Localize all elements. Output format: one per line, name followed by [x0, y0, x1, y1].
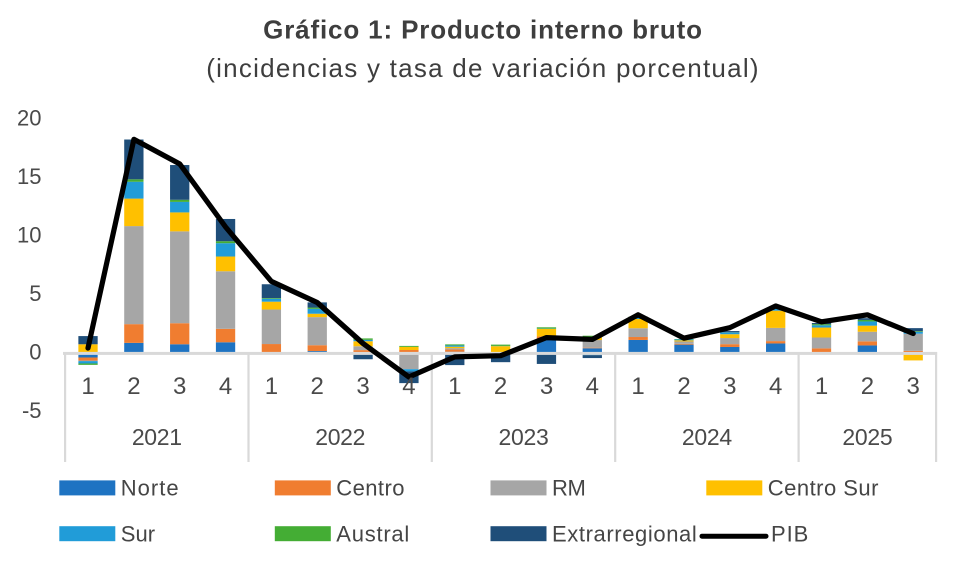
svg-text:Austral: Austral — [336, 521, 410, 546]
svg-text:RM: RM — [552, 476, 585, 501]
svg-text:Sur: Sur — [121, 521, 155, 546]
svg-text:Centro Sur: Centro Sur — [768, 476, 879, 501]
svg-text:3: 3 — [907, 373, 920, 400]
svg-text:1: 1 — [448, 373, 461, 400]
svg-text:3: 3 — [540, 373, 553, 400]
svg-text:2: 2 — [127, 373, 140, 400]
svg-text:2022: 2022 — [315, 424, 365, 450]
svg-text:3: 3 — [356, 373, 369, 400]
svg-text:1: 1 — [81, 373, 94, 400]
svg-text:5: 5 — [29, 281, 41, 306]
svg-text:0: 0 — [29, 339, 41, 364]
svg-text:PIB: PIB — [771, 522, 809, 547]
svg-text:2021: 2021 — [132, 424, 182, 450]
svg-text:4: 4 — [402, 373, 415, 400]
svg-text:15: 15 — [17, 164, 41, 189]
svg-text:2: 2 — [861, 373, 874, 400]
svg-text:1: 1 — [815, 373, 828, 400]
svg-text:Gráfico 1: Producto interno br: Gráfico 1: Producto interno bruto — [263, 15, 703, 45]
svg-text:3: 3 — [173, 373, 186, 400]
svg-text:1: 1 — [631, 373, 644, 400]
svg-text:(incidencias y tasa de variaci: (incidencias y tasa de variación porcent… — [206, 53, 760, 83]
svg-text:2025: 2025 — [842, 424, 892, 450]
svg-text:20: 20 — [17, 105, 41, 130]
svg-text:-5: -5 — [22, 398, 42, 423]
svg-text:Extrarregional: Extrarregional — [552, 521, 697, 546]
svg-text:Norte: Norte — [121, 476, 180, 501]
svg-text:4: 4 — [219, 373, 232, 400]
svg-text:2024: 2024 — [682, 424, 732, 450]
svg-text:3: 3 — [723, 373, 736, 400]
svg-text:4: 4 — [769, 373, 782, 400]
svg-text:4: 4 — [586, 373, 599, 400]
svg-text:2: 2 — [494, 373, 507, 400]
svg-text:1: 1 — [265, 373, 278, 400]
svg-text:2: 2 — [677, 373, 690, 400]
svg-text:Centro: Centro — [336, 476, 405, 501]
svg-text:2023: 2023 — [499, 424, 549, 450]
svg-text:10: 10 — [17, 222, 41, 247]
svg-text:2: 2 — [311, 373, 324, 400]
